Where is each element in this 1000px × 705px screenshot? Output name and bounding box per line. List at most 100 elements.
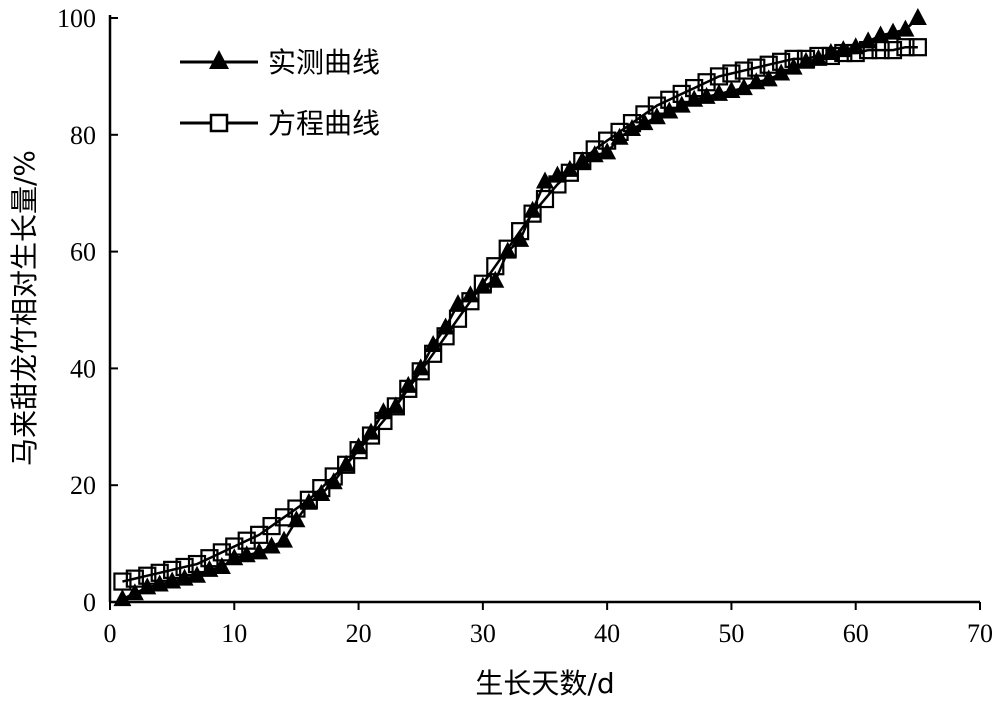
x-tick-label: 50 [718,619,744,648]
series-layer [113,8,927,607]
data-point-square [337,455,356,474]
data-point-square [150,563,169,582]
x-tick-label: 40 [594,619,620,648]
x-tick-label: 70 [967,619,993,648]
data-point-square [411,362,430,381]
data-point-square [883,41,903,60]
data-point-square [560,163,579,182]
data-point-square [734,61,753,80]
legend-item-equation: 方程曲线 [180,107,380,140]
data-point-triangle [212,556,231,574]
data-point-square [535,189,555,209]
x-tick-label: 60 [843,619,869,648]
data-point-square [709,67,729,86]
data-point-triangle [399,375,418,393]
data-point-square [448,309,468,328]
data-point-square [436,327,455,346]
data-point-square [349,441,368,460]
y-tick-label: 100 [57,4,96,33]
axes [108,15,980,604]
series-equation [113,38,927,591]
data-point-triangle [772,63,791,81]
y-tick-label: 60 [70,238,96,267]
legend-item-measured: 实测曲线 [180,46,380,79]
data-point-triangle [523,200,542,218]
series-measured [113,8,927,607]
data-point-triangle [275,530,293,548]
y-tick-label: 0 [83,588,96,617]
x-tick-label: 20 [346,619,372,648]
x-tick-label: 0 [104,619,117,648]
data-point-triangle [560,159,579,177]
data-point-square [747,58,766,77]
data-point-triangle [188,565,206,583]
data-point-square [834,43,853,63]
data-point-square [424,344,443,363]
legend-label-measured: 实测曲线 [268,46,380,79]
data-point-square [796,49,816,68]
data-point-square [374,411,393,431]
data-point-square [498,239,517,258]
data-point-triangle [759,69,778,87]
data-point-square [361,426,381,445]
data-point-triangle [250,542,269,560]
data-point-square [647,96,666,115]
data-point-square [685,78,704,98]
data-point-square [511,222,530,241]
data-point-square [573,151,592,171]
data-point-square [399,379,418,398]
data-point-square [138,566,157,585]
data-point-square [312,479,331,498]
data-point-square [125,569,144,588]
data-point-square [163,560,182,579]
data-point-square [784,49,803,68]
data-point-square [212,543,231,562]
y-axis-title: 马来甜龙竹相对生长量/% [8,150,41,466]
data-point-triangle [908,8,927,25]
series-line [121,17,919,601]
legend-marker-square-icon [209,113,229,133]
data-point-square [225,537,244,556]
data-point-square [486,257,505,276]
data-point-square [672,84,691,104]
data-point-square [237,531,256,550]
x-axis-title: 生长天数/d [475,667,614,700]
x-tick-label: 30 [470,619,496,648]
data-point-triangle [349,437,368,455]
data-point-square [299,490,318,509]
data-point-square [722,64,741,83]
data-point-triangle [411,358,430,376]
data-point-square [473,274,492,293]
legend: 实测曲线 方程曲线 [180,46,380,140]
data-point-square [660,90,679,109]
data-point-triangle [896,19,915,37]
x-tick-label: 10 [221,619,247,648]
legend-marker-triangle-icon [209,50,229,69]
data-point-square [772,52,791,71]
data-point-square [896,38,915,57]
data-point-triangle [262,536,281,554]
legend-label-equation: 方程曲线 [268,107,380,140]
data-point-square [461,292,480,311]
data-point-square [175,557,194,577]
data-point-square [187,554,207,574]
data-point-triangle [734,78,753,96]
data-point-square [859,41,878,60]
ticks: 0 10 20 30 40 50 60 70 0 20 40 60 80 100 [57,4,993,648]
data-point-square [759,55,778,74]
y-tick-label: 40 [70,354,96,383]
data-point-square [324,467,343,486]
y-tick-label: 80 [70,121,96,150]
data-point-square [821,46,840,66]
data-point-square [697,73,716,92]
series-line [122,45,918,583]
data-point-square [386,397,405,416]
data-point-square [113,572,132,591]
data-point-triangle [125,583,144,601]
data-point-square [523,204,542,223]
data-point-square [809,46,828,66]
data-point-square [871,41,890,60]
y-tick-label: 20 [70,471,96,500]
data-point-square [846,43,865,63]
